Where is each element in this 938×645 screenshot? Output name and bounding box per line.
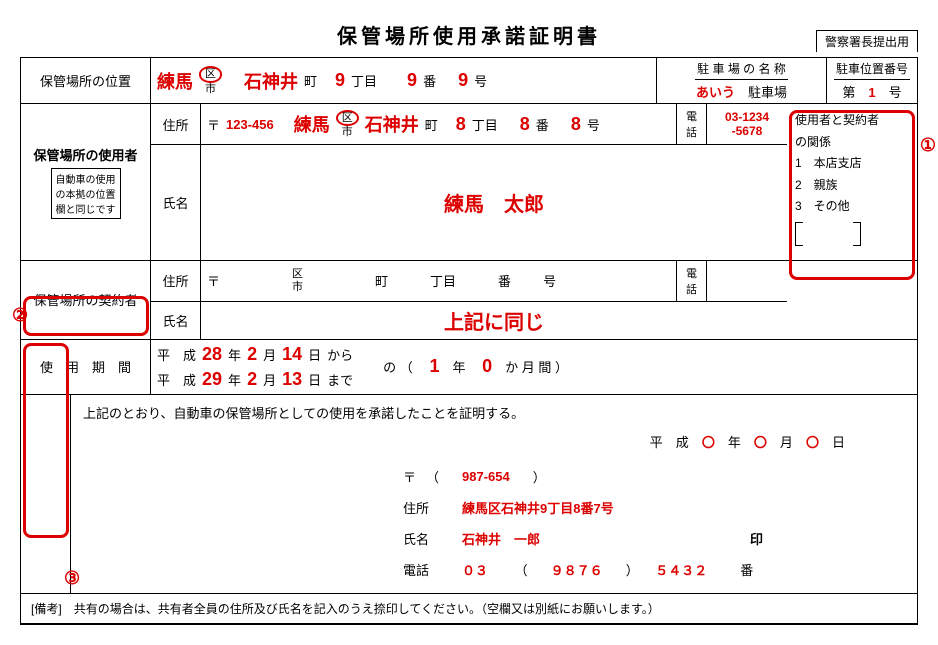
user-addr: 〒123-456 練馬 区市 石神井 町 8 丁目 8 番 8	[201, 104, 677, 144]
cert-postal: 〒（ 987-654 ）	[403, 467, 905, 486]
seal-mark: 印	[750, 529, 763, 548]
cert-addr: 住所 練馬区石神井9丁目8番7号	[403, 498, 905, 517]
parking-name-cell: 駐 車 場 の 名 称 あいう 駐車場	[657, 58, 827, 103]
user-label-cell: 保管場所の使用者 自動車の使用 の本拠の位置 欄と同じです	[21, 104, 151, 260]
relationship-box: 使用者と契約者 の関係 1 本店支店 2 親族 3 その他	[787, 104, 917, 260]
remark-row: [備考] 共有の場合は、共有者全員の住所及び氏名を記入のうえ捺印してください。（…	[21, 594, 917, 623]
form-title: 保管場所使用承諾証明書	[20, 20, 918, 49]
contractor-label: 保管場所の契約者	[21, 261, 151, 339]
user-tel: 03-1234 -5678	[707, 104, 787, 144]
annotation-num-1: ①	[920, 135, 936, 156]
contractor-addr-label: 住所	[151, 261, 201, 301]
submit-to: 警察署長提出用	[816, 30, 918, 52]
user-addr-label: 住所	[151, 104, 201, 144]
owner-side-label: 駐車場所有者 又は管理委託者	[21, 395, 71, 593]
loc-chome: 9	[335, 70, 345, 91]
period-values: 平 成 28年 2月 14日 から 平 成 29年 2月 13日 まで の （ …	[151, 340, 917, 394]
position-number-cell: 駐車位置番号 第 1 号	[827, 58, 917, 103]
user-name: 練馬 太郎	[201, 145, 787, 260]
cert-name: 氏名 石神井 一郎 印	[403, 529, 905, 548]
user-tel-label: 電話	[677, 104, 707, 144]
cert-tel: 電話 ０３ （ ９８７６ ） ５４３２ 番	[403, 560, 905, 579]
cert-text: 上記のとおり、自動車の保管場所としての使用を承諾したことを証明する。	[83, 403, 905, 422]
annotation-num-2: ②	[12, 305, 28, 326]
contractor-tel	[707, 261, 787, 301]
loc-cho: 石神井	[244, 68, 298, 94]
contractor-name-label: 氏名	[151, 302, 201, 339]
contractor-tel-label: 電話	[677, 261, 707, 301]
cert-block: 上記のとおり、自動車の保管場所としての使用を承諾したことを証明する。 平 成 〇…	[71, 395, 917, 593]
loc-go: 9	[458, 70, 468, 91]
loc-label: 保管場所の位置	[21, 58, 151, 103]
period-label: 使 用 期 間	[21, 340, 151, 394]
contractor-name: 上記に同じ	[201, 302, 787, 339]
loc-ku: 練馬	[157, 68, 193, 94]
annotation-num-3: ③	[64, 568, 80, 589]
loc-ban: 9	[407, 70, 417, 91]
contractor-addr: 〒 区市 町 丁目 番 号	[201, 261, 677, 301]
row-location-header: 保管場所の位置 練馬 区市 石神井 町 9 丁目 9 番 9 号 駐 車 場 の…	[21, 58, 917, 104]
ku-mark: 区	[199, 66, 222, 82]
loc-address: 練馬 区市 石神井 町 9 丁目 9 番 9 号	[151, 58, 657, 103]
park-name: あいう	[696, 85, 735, 100]
cert-date: 平 成 〇 年 〇 月 〇 日	[83, 432, 845, 451]
form-container: 警察署長提出用 保管場所の位置 練馬 区市 石神井 町 9 丁目 9 番 9 号	[20, 57, 918, 625]
user-name-label: 氏名	[151, 145, 201, 260]
